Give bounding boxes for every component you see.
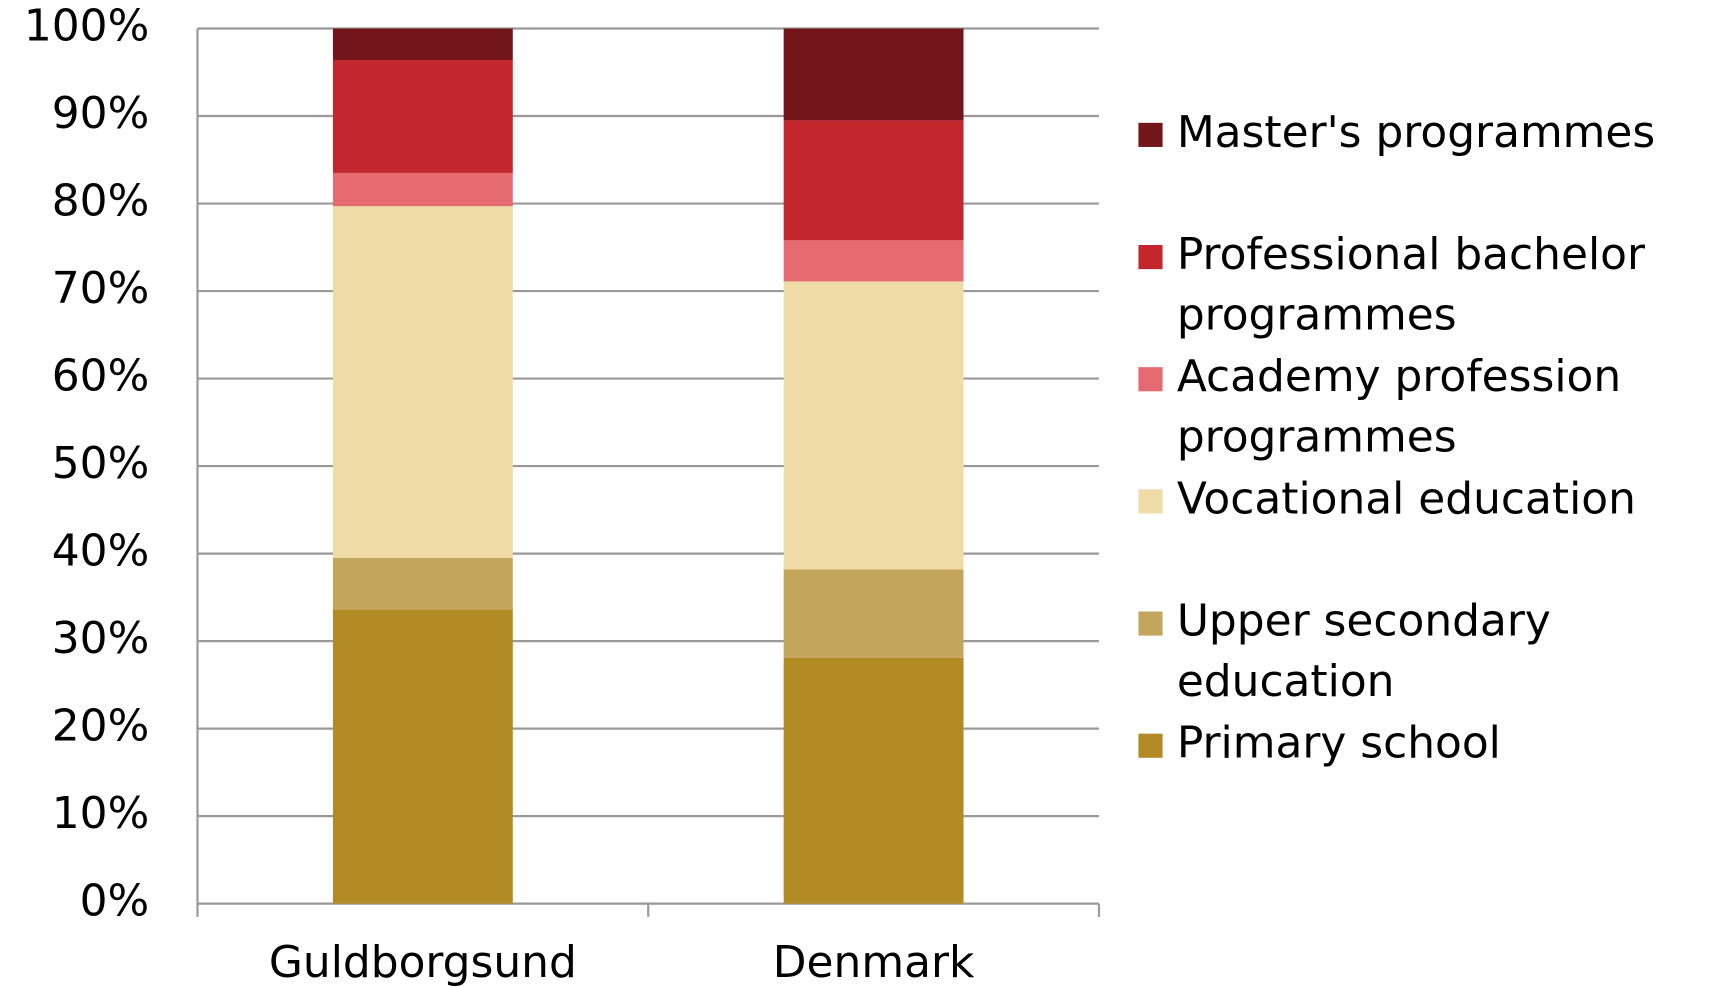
y-tick-label: 20% xyxy=(52,701,149,752)
y-tick-label: 30% xyxy=(52,613,149,664)
y-tick-label: 0% xyxy=(80,876,150,927)
y-tick-label: 80% xyxy=(52,176,149,227)
legend-label: Professional bachelor programmes xyxy=(1177,229,1646,340)
legend-label: Primary school xyxy=(1177,718,1501,769)
bar-segment xyxy=(783,28,964,121)
bar-segment xyxy=(332,60,513,173)
legend-swatch xyxy=(1138,122,1163,147)
bar-segment xyxy=(332,172,513,207)
y-tick-label: 100% xyxy=(24,1,149,52)
y-tick-label: 60% xyxy=(52,351,149,402)
legend-label: Academy profession programmes xyxy=(1177,351,1621,462)
legend-swatch xyxy=(1138,489,1163,514)
y-tick-label: 90% xyxy=(52,88,149,139)
x-tick-label: Denmark xyxy=(773,937,975,987)
bar-segment xyxy=(783,240,964,282)
x-tick-label: Guldborgsund xyxy=(269,937,577,987)
legend-label: Master's programmes xyxy=(1177,107,1655,158)
legend-label: Vocational education xyxy=(1177,473,1636,524)
legend-swatch xyxy=(1138,367,1163,392)
y-tick-label: 10% xyxy=(52,788,149,839)
bar-segment xyxy=(783,281,964,570)
y-tick-label: 50% xyxy=(52,438,149,489)
bar-segment xyxy=(332,609,513,904)
legend-swatch xyxy=(1138,733,1163,758)
bar-segment xyxy=(332,206,513,558)
y-tick-label: 70% xyxy=(52,263,149,314)
bar-segment xyxy=(783,657,964,904)
bar-segment xyxy=(783,120,964,241)
legend-swatch xyxy=(1138,244,1163,270)
bar-segment xyxy=(783,569,964,658)
bar-segment xyxy=(332,28,513,61)
legend-label: Upper secondary education xyxy=(1177,596,1551,707)
legend-swatch xyxy=(1138,611,1163,636)
y-tick-label: 40% xyxy=(52,526,149,577)
bar-segment xyxy=(332,557,513,610)
